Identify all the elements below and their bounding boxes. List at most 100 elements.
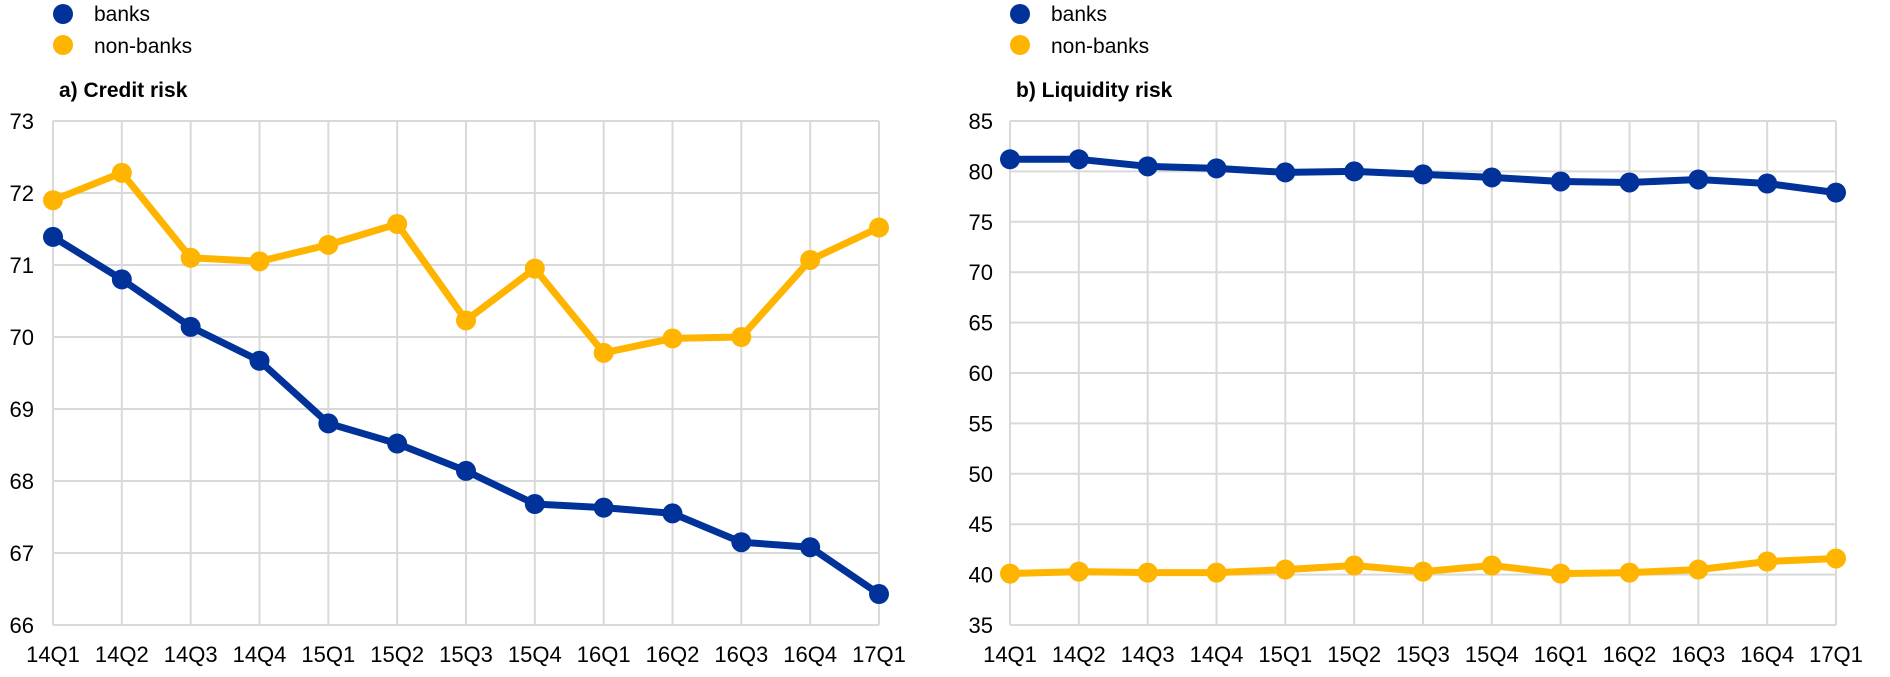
x-tick-label: 14Q4 — [1190, 642, 1244, 667]
x-tick-label: 16Q3 — [714, 642, 768, 667]
data-point-non-banks-16Q1 — [593, 342, 614, 363]
data-point-banks-16Q3 — [1688, 169, 1709, 190]
data-point-banks-16Q1 — [593, 497, 614, 518]
x-axis-ticks: 14Q1 14Q2 14Q3 14Q4 15Q1 15Q2 15Q3 15Q4 16Q1 16Q2… — [983, 642, 1863, 667]
x-tick-label: 16Q1 — [1534, 642, 1588, 667]
x-axis-ticks: 14Q1 14Q2 14Q3 14Q4 15Q1 15Q2 15Q3 15Q4 16Q1 16Q2… — [26, 642, 906, 667]
data-point-non-banks-15Q1 — [1275, 559, 1296, 580]
data-point-banks-16Q4 — [800, 537, 821, 558]
x-tick-label: 15Q1 — [1258, 642, 1312, 667]
data-point-banks-15Q3 — [456, 460, 476, 481]
x-tick-label: 14Q2 — [1052, 642, 1106, 667]
data-point-banks-14Q1 — [1000, 149, 1020, 170]
series-banks — [43, 226, 889, 605]
legend-non-banks-label: non-banks — [1051, 35, 1149, 58]
x-tick-label: 14Q1 — [26, 642, 80, 667]
y-tick-label: 73 — [10, 109, 34, 134]
data-point-banks-15Q1 — [1275, 162, 1296, 183]
data-point-banks-15Q2 — [387, 433, 408, 454]
data-point-banks-15Q1 — [318, 413, 339, 434]
x-tick-label: 16Q2 — [1603, 642, 1657, 667]
data-point-non-banks-17Q1 — [1826, 548, 1846, 569]
legend-banks-marker — [53, 4, 73, 24]
chart-title: a) Credit risk — [59, 79, 188, 102]
y-tick-label: 70 — [10, 325, 34, 350]
data-point-non-banks-14Q2 — [111, 162, 132, 183]
data-point-non-banks-17Q1 — [869, 217, 889, 238]
data-point-non-banks-16Q2 — [1619, 562, 1640, 583]
data-point-non-banks-14Q3 — [180, 247, 201, 268]
data-point-banks-16Q1 — [1550, 171, 1571, 192]
x-tick-label: 15Q2 — [1327, 642, 1381, 667]
data-point-banks-17Q1 — [1826, 182, 1846, 203]
x-tick-label: 15Q3 — [439, 642, 493, 667]
data-point-non-banks-14Q4 — [249, 251, 270, 272]
y-tick-label: 67 — [10, 541, 34, 566]
data-point-banks-17Q1 — [869, 584, 889, 605]
credit-risk-panel: banks non-banks a) Credit risk 66 67 68 69 7… — [10, 3, 906, 667]
data-point-banks-14Q4 — [1206, 158, 1227, 179]
y-tick-label: 66 — [10, 613, 34, 638]
y-axis-ticks: 66 67 68 69 70 71 72 73 — [10, 109, 34, 638]
legend-non-banks-label: non-banks — [94, 35, 192, 58]
data-point-banks-14Q2 — [111, 269, 132, 290]
legend-banks-label: banks — [94, 3, 150, 26]
y-tick-label: 75 — [969, 210, 993, 235]
data-point-banks-14Q3 — [180, 316, 201, 337]
y-tick-label: 69 — [10, 397, 34, 422]
x-tick-label: 16Q4 — [1740, 642, 1794, 667]
y-tick-label: 40 — [969, 563, 993, 588]
x-tick-label: 15Q4 — [508, 642, 562, 667]
liquidity-risk-panel: banks non-banks b) Liquidity risk 35 40 45… — [969, 3, 1863, 667]
data-point-non-banks-16Q1 — [1550, 563, 1571, 584]
data-point-non-banks-16Q2 — [662, 328, 683, 349]
data-point-banks-14Q4 — [249, 350, 270, 371]
data-point-banks-15Q2 — [1344, 161, 1365, 182]
legend-non-banks-marker — [53, 35, 73, 55]
y-tick-label: 85 — [969, 109, 993, 134]
x-tick-label: 15Q2 — [370, 642, 424, 667]
series-banks — [1000, 149, 1846, 203]
data-point-non-banks-15Q2 — [1344, 555, 1365, 576]
data-point-non-banks-14Q3 — [1137, 562, 1158, 583]
series — [1000, 149, 1846, 584]
gridlines — [52, 120, 880, 626]
x-tick-label: 16Q2 — [646, 642, 700, 667]
data-point-non-banks-15Q4 — [1481, 555, 1502, 576]
y-tick-label: 60 — [969, 361, 993, 386]
y-tick-label: 50 — [969, 462, 993, 487]
y-tick-label: 80 — [969, 159, 993, 184]
data-point-banks-15Q3 — [1413, 164, 1433, 185]
x-tick-label: 14Q3 — [164, 642, 218, 667]
x-tick-label: 14Q2 — [95, 642, 149, 667]
data-point-non-banks-15Q2 — [387, 213, 408, 234]
y-tick-label: 71 — [10, 253, 34, 278]
x-tick-label: 17Q1 — [1809, 642, 1863, 667]
data-point-banks-16Q2 — [662, 503, 683, 524]
x-tick-label: 15Q4 — [1465, 642, 1519, 667]
data-point-non-banks-14Q4 — [1206, 562, 1227, 583]
series-non-banks — [1000, 548, 1846, 584]
chart-title: b) Liquidity risk — [1016, 79, 1173, 102]
legend-non-banks-marker — [1010, 35, 1030, 55]
data-point-non-banks-15Q3 — [1413, 561, 1433, 582]
data-point-non-banks-15Q4 — [524, 258, 545, 279]
y-tick-label: 35 — [969, 613, 993, 638]
series — [43, 162, 889, 605]
legend-banks-marker — [1010, 4, 1030, 24]
data-point-non-banks-14Q1 — [43, 190, 63, 211]
data-point-non-banks-14Q2 — [1068, 561, 1089, 582]
x-tick-label: 14Q4 — [233, 642, 287, 667]
y-tick-label: 70 — [969, 260, 993, 285]
y-tick-label: 45 — [969, 512, 993, 537]
data-point-banks-15Q4 — [524, 494, 545, 515]
data-point-banks-16Q4 — [1757, 173, 1778, 194]
x-tick-label: 16Q4 — [783, 642, 837, 667]
data-point-non-banks-16Q4 — [1757, 551, 1778, 572]
data-point-banks-16Q3 — [731, 532, 752, 553]
x-tick-label: 14Q1 — [983, 642, 1037, 667]
y-tick-label: 65 — [969, 311, 993, 336]
legend-banks-label: banks — [1051, 3, 1107, 26]
legend: banks non-banks — [53, 3, 192, 58]
data-point-non-banks-15Q1 — [318, 234, 339, 255]
